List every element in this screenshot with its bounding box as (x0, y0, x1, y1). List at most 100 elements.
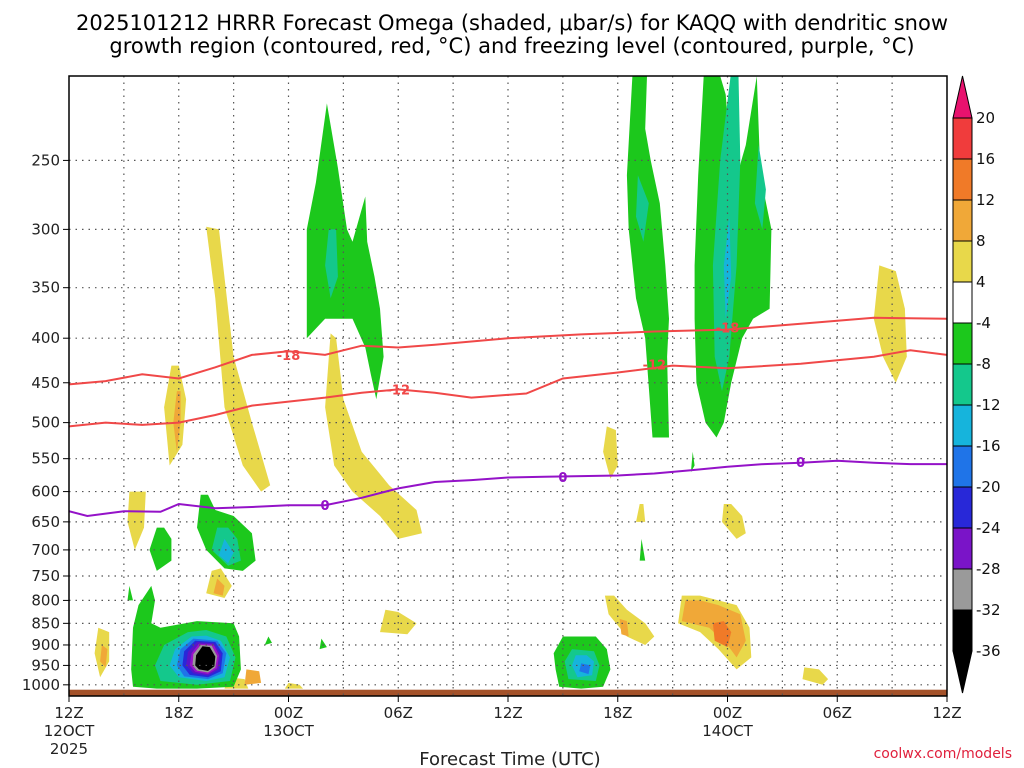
x-tick-date-0: 12OCT (44, 722, 95, 740)
x-tick-label-24: 12Z (493, 704, 522, 722)
omega-region-24 (626, 76, 669, 438)
colorbar-box-1 (952, 158, 973, 201)
colorbar-box-12 (952, 609, 973, 652)
x-tick-label-42: 06Z (823, 704, 852, 722)
gridlines (69, 76, 947, 696)
dgz-contour--18 (69, 316, 947, 386)
colorbar-box-6 (952, 363, 973, 406)
omega-region-18 (213, 578, 225, 596)
colorbar-box-2 (952, 199, 973, 242)
omega-region-26 (690, 451, 695, 473)
omega-region-43 (219, 538, 234, 564)
credit-text: coolwx.com/models (874, 746, 1012, 762)
chart-title-line2: growth region (contoured, red, °C) and f… (109, 34, 914, 58)
x-tick-label-18: 06Z (384, 704, 413, 722)
omega-region-52 (195, 646, 216, 671)
colorbar-box-8 (952, 445, 973, 488)
y-tick-label-250: 250 (31, 151, 60, 169)
colorbar-label-3: 8 (976, 232, 986, 250)
colorbar-label-2: 12 (976, 191, 995, 209)
omega-region-7 (284, 682, 304, 689)
omega-region-17 (100, 645, 108, 668)
colorbar-box-10 (952, 527, 973, 570)
x-tick-label-30: 18Z (603, 704, 632, 722)
colorbar-label-1: 16 (976, 150, 995, 168)
x-tick-label-48: 12Z (932, 704, 961, 722)
freezing-level-contour-label-2: 0 (796, 456, 805, 471)
y-tick-label-1000: 1000 (22, 676, 60, 694)
colorbar: 20 16 12 8 4 -4 -8 -12 -16 -20 -24 -28 -32 -36 (952, 75, 1001, 694)
y-tick-label-800: 800 (31, 591, 60, 609)
omega-region-46 (579, 663, 591, 675)
y-tick-label-400: 400 (31, 329, 60, 347)
y-tick-label-950: 950 (31, 656, 60, 674)
omega-region-15 (873, 265, 907, 383)
freezing-level-contour-label-0: 0 (321, 499, 330, 514)
y-tick-label-750: 750 (31, 567, 60, 585)
omega-region-14 (802, 667, 829, 685)
y-tick-label-300: 300 (31, 220, 60, 238)
x-tick-year-0: 2025 (50, 740, 88, 758)
omega-region-16 (173, 391, 181, 452)
dgz-contour--18-label-0: -18 (277, 349, 301, 364)
x-tick-label-0: 12Z (54, 704, 83, 722)
x-tick-label-6: 18Z (164, 704, 193, 722)
colorbar-box-0 (952, 117, 973, 160)
colorbar-box-11 (952, 568, 973, 611)
omega-region-11 (604, 595, 655, 645)
x-tick-label-12: 00Z (274, 704, 303, 722)
x-axis-label: Forecast Time (UTC) (419, 749, 600, 768)
freezing-level-contour (69, 459, 947, 518)
omega-region-33 (264, 636, 272, 645)
colorbar-box-9 (952, 486, 973, 529)
omega-region-34 (319, 638, 327, 650)
omega-region-36 (636, 175, 649, 242)
ground-strip (69, 689, 947, 696)
freezing-level-contour-label-1: 0 (558, 471, 567, 486)
y-tick-label-550: 550 (31, 450, 60, 468)
omega-region-19 (244, 669, 262, 685)
colorbar-bottom-arrow (952, 650, 973, 694)
colorbar-label-9: -20 (976, 478, 1001, 496)
y-tick-label-900: 900 (31, 636, 60, 654)
dgz-contour--18-label-1: -18 (716, 322, 740, 337)
colorbar-label-11: -28 (976, 560, 1001, 578)
ground-bar (69, 689, 947, 696)
y-tick-label-500: 500 (31, 414, 60, 432)
dgz-contour--12 (69, 349, 947, 428)
colorbar-top-arrow (952, 75, 973, 119)
omega-region-27 (149, 527, 172, 571)
colorbar-label-5: -4 (976, 314, 991, 332)
colorbar-label-8: -16 (976, 437, 1001, 455)
y-tick-label-850: 850 (31, 614, 60, 632)
contour-lines (69, 316, 947, 518)
y-tick-label-350: 350 (31, 279, 60, 297)
colorbar-box-7 (952, 404, 973, 447)
y-axis: 250 300 350 400 450 500 550 600 650 700 750 800 850 9… (22, 151, 69, 694)
omega-region-37 (712, 76, 741, 392)
colorbar-label-0: 20 (976, 109, 995, 127)
x-tick-label-36: 00Z (713, 704, 742, 722)
omega-region-38 (754, 145, 766, 230)
omega-region-44 (723, 216, 732, 319)
colorbar-box-5 (952, 322, 973, 365)
dgz-contour--12-label-0: -12 (387, 383, 411, 398)
colorbar-label-10: -24 (976, 519, 1001, 537)
omega-shading (94, 76, 907, 689)
colorbar-label-12: -32 (976, 601, 1001, 619)
omega-region-8 (325, 333, 422, 539)
y-tick-label-450: 450 (31, 374, 60, 392)
y-tick-label-600: 600 (31, 483, 60, 501)
omega-region-35 (325, 229, 338, 299)
colorbar-label-13: -36 (976, 642, 1001, 660)
y-tick-label-650: 650 (31, 513, 60, 531)
y-tick-label-700: 700 (31, 541, 60, 559)
colorbar-box-4 (952, 281, 973, 324)
omega-region-22 (712, 621, 732, 648)
colorbar-label-7: -12 (976, 396, 1001, 414)
chart-title-line1: 2025101212 HRRR Forecast Omega (shaded, … (76, 11, 948, 35)
colorbar-box-3 (952, 240, 973, 283)
omega-region-10 (636, 504, 646, 522)
